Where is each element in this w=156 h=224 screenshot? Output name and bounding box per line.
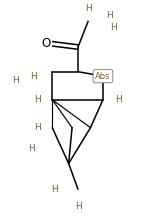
Text: H: H bbox=[85, 4, 92, 13]
Text: H: H bbox=[28, 144, 35, 153]
Text: H: H bbox=[75, 202, 81, 211]
Text: Abs: Abs bbox=[95, 72, 111, 81]
Text: H: H bbox=[110, 24, 117, 32]
Text: H: H bbox=[115, 95, 122, 104]
Text: O: O bbox=[41, 37, 51, 50]
Text: H: H bbox=[34, 123, 41, 132]
Text: H: H bbox=[34, 95, 41, 104]
Text: H: H bbox=[106, 11, 113, 20]
Text: H: H bbox=[51, 185, 58, 194]
Text: H: H bbox=[12, 76, 19, 85]
Text: H: H bbox=[30, 72, 37, 81]
